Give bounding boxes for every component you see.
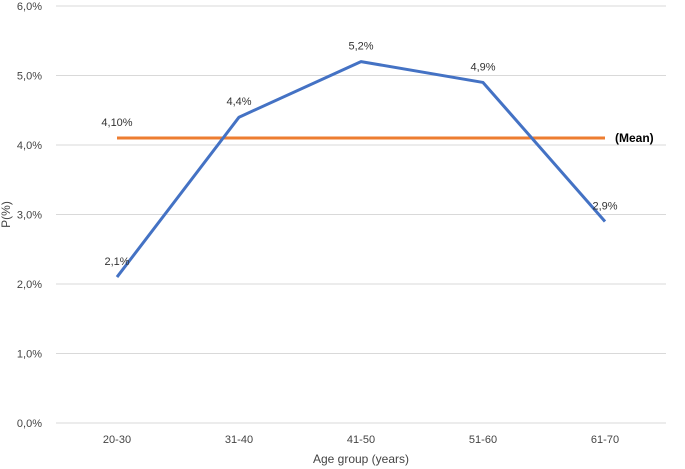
data-label: 2,9% bbox=[592, 200, 617, 212]
x-tick-labels: 20-30 31-40 41-50 51-60 61-70 bbox=[103, 434, 619, 446]
x-tick-label: 41-50 bbox=[347, 434, 375, 446]
data-label: 2,1% bbox=[104, 256, 129, 268]
data-label: 4,9% bbox=[470, 61, 495, 73]
mean-data-label: 4,10% bbox=[101, 117, 132, 129]
y-tick-label: 6,0% bbox=[17, 1, 42, 13]
series-lines bbox=[115, 60, 607, 278]
x-tick-label: 51-60 bbox=[469, 434, 497, 446]
data-labels: 2,1% 4,4% 5,2% 4,9% 2,9% 4,10% bbox=[101, 41, 617, 268]
y-gridlines bbox=[56, 5, 666, 424]
data-label: 4,4% bbox=[226, 96, 251, 108]
mean-series-label: (Mean) bbox=[615, 131, 654, 145]
data-label: 5,2% bbox=[348, 41, 373, 53]
y-axis-title: P(%) bbox=[0, 201, 13, 228]
x-tick-label: 61-70 bbox=[591, 434, 619, 446]
x-tick-label: 20-30 bbox=[103, 434, 131, 446]
y-tick-label: 2,0% bbox=[17, 279, 42, 291]
x-tick-label: 31-40 bbox=[225, 434, 253, 446]
series-line bbox=[115, 60, 607, 278]
y-tick-label: 3,0% bbox=[17, 210, 42, 222]
y-tick-label: 0,0% bbox=[17, 418, 42, 430]
y-tick-labels: 0,0% 1,0% 2,0% 3,0% 4,0% 5,0% 6,0% bbox=[17, 1, 42, 430]
y-tick-label: 5,0% bbox=[17, 71, 42, 83]
x-axis-title: Age group (years) bbox=[313, 452, 409, 466]
y-tick-label: 4,0% bbox=[17, 140, 42, 152]
y-tick-label: 1,0% bbox=[17, 349, 42, 361]
